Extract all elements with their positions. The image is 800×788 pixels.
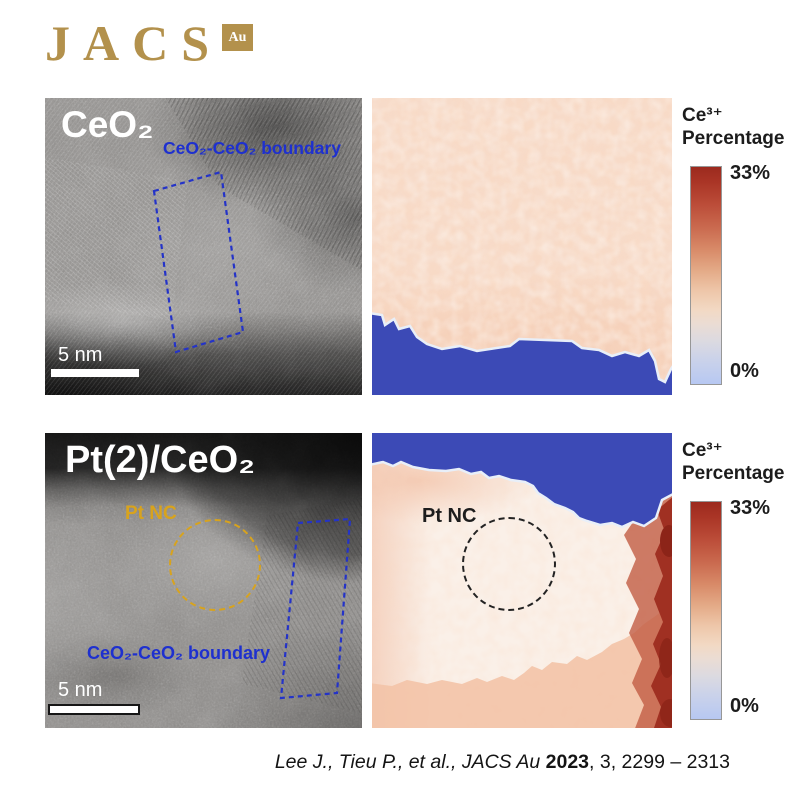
colorbar-min-label: 0% xyxy=(730,360,759,382)
row-ceo2: CeO₂ CeO₂-CeO₂ boundary 5 nm Ce³⁺ Percen… xyxy=(0,98,800,395)
row-pt-ceo2: Pt(2)/CeO₂ Pt NC CeO₂-CeO₂ boundary 5 nm… xyxy=(0,433,800,728)
colorbar-title: Ce³⁺ Percentage xyxy=(682,439,784,485)
boundary-annotation-box xyxy=(279,517,352,700)
colorbar-title-line2: Percentage xyxy=(682,463,785,485)
ce3-map-pt-ceo2: Pt NC xyxy=(372,433,672,728)
scale-bar xyxy=(48,704,140,715)
pt-nc-annotation-circle xyxy=(169,519,261,611)
colorbar-title-line2: Percentage xyxy=(682,128,785,150)
jacs-logo-wordmark: JACS xyxy=(45,15,223,71)
colorbar-min-label: 0% xyxy=(730,695,759,717)
pt-nc-label: Pt NC xyxy=(125,503,177,524)
scale-bar-label: 5 nm xyxy=(58,344,103,366)
map-regions xyxy=(372,433,672,728)
jacs-au-badge: Au xyxy=(222,24,253,51)
tem-title-pt-ceo2: Pt(2)/CeO₂ xyxy=(65,439,256,481)
scale-bar xyxy=(51,369,139,377)
citation-authors-journal: Lee J., Tieu P., et al., JACS Au xyxy=(274,751,546,773)
boundary-label: CeO₂-CeO₂ boundary xyxy=(163,138,341,158)
tem-image-ceo2: CeO₂ CeO₂-CeO₂ boundary 5 nm xyxy=(45,98,362,395)
colorbar-max-label: 33% xyxy=(730,497,771,519)
salmon-region xyxy=(372,604,672,728)
ce3-map-ceo2 xyxy=(372,98,672,395)
boundary-annotation-box xyxy=(152,170,245,354)
colorbar-gradient xyxy=(690,166,722,385)
citation: Lee J., Tieu P., et al., JACS Au 2023, 3… xyxy=(0,751,730,774)
vacuum-region-blue xyxy=(372,433,672,529)
colorbar-title: Ce³⁺ Percentage xyxy=(682,104,784,150)
pt-nc-annotation-circle xyxy=(462,517,556,611)
colorbar-block: Ce³⁺ Percentage 33% 0% xyxy=(682,98,800,395)
colorbar-max-label: 33% xyxy=(730,162,771,184)
colorbar-block: Ce³⁺ Percentage 33% 0% xyxy=(682,433,800,730)
citation-pages: , 3, 2299 – 2313 xyxy=(589,751,730,773)
colorbar-title-line1: Ce³⁺ xyxy=(682,440,723,461)
colorbar-gradient xyxy=(690,501,722,720)
boundary-label: CeO₂-CeO₂ boundary xyxy=(87,643,271,663)
vacuum-region-blue xyxy=(372,312,672,395)
scale-bar-label: 5 nm xyxy=(58,679,103,701)
citation-year: 2023 xyxy=(545,751,590,773)
tem-title-ceo2: CeO₂ xyxy=(61,104,154,145)
tem-patch-noise xyxy=(45,98,362,395)
tem-image-pt-ceo2: Pt(2)/CeO₂ Pt NC CeO₂-CeO₂ boundary 5 nm xyxy=(45,433,362,728)
pt-nc-label: Pt NC xyxy=(422,505,477,527)
colorbar-title-line1: Ce³⁺ xyxy=(682,105,723,126)
